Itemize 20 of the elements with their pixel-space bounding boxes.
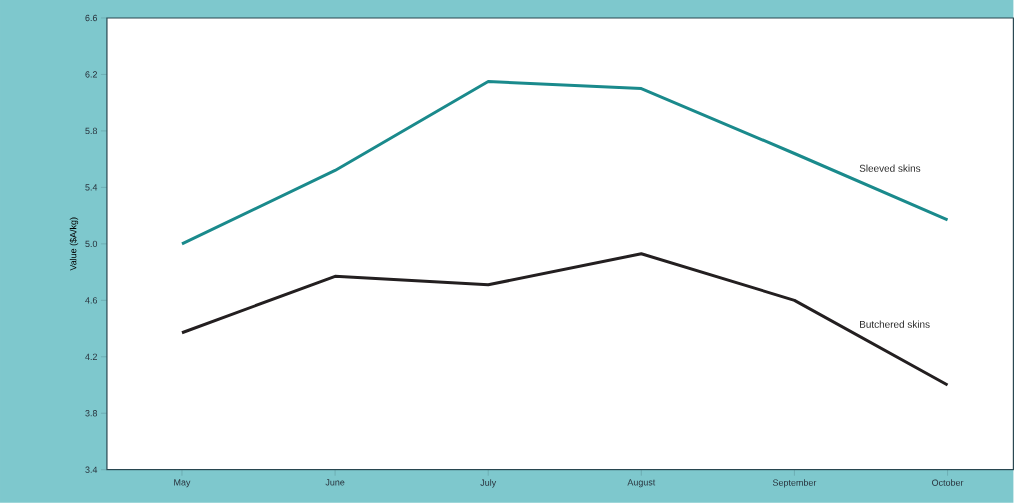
y-tick-label: 3.4 <box>85 466 98 474</box>
y-tick-label: 5.8 <box>85 127 98 135</box>
x-tick-label: May <box>174 479 191 488</box>
y-tick-label: 5.4 <box>85 184 98 191</box>
y-tick-label: 4.6 <box>85 297 98 304</box>
y-tick-label: 4.2 <box>85 353 97 361</box>
line-series <box>180 252 950 387</box>
y-tick-label: 3.8 <box>85 410 98 417</box>
x-tick-label: August <box>627 479 656 488</box>
x-tick-label: September <box>772 479 817 488</box>
x-tick-label: June <box>325 479 345 486</box>
series-label: Butchered skins <box>860 320 930 328</box>
y-tick-label: 5.0 <box>85 240 98 248</box>
series-label: Sleeved skins <box>859 164 921 173</box>
y-tick-label: 6.6 <box>85 14 98 22</box>
line-series <box>180 80 950 246</box>
y-tick-label: 6.2 <box>85 71 97 78</box>
y-axis-title: Value ($A/kg) <box>69 217 79 271</box>
x-tick-label: October <box>932 479 964 486</box>
x-tick-label: July <box>480 479 497 488</box>
